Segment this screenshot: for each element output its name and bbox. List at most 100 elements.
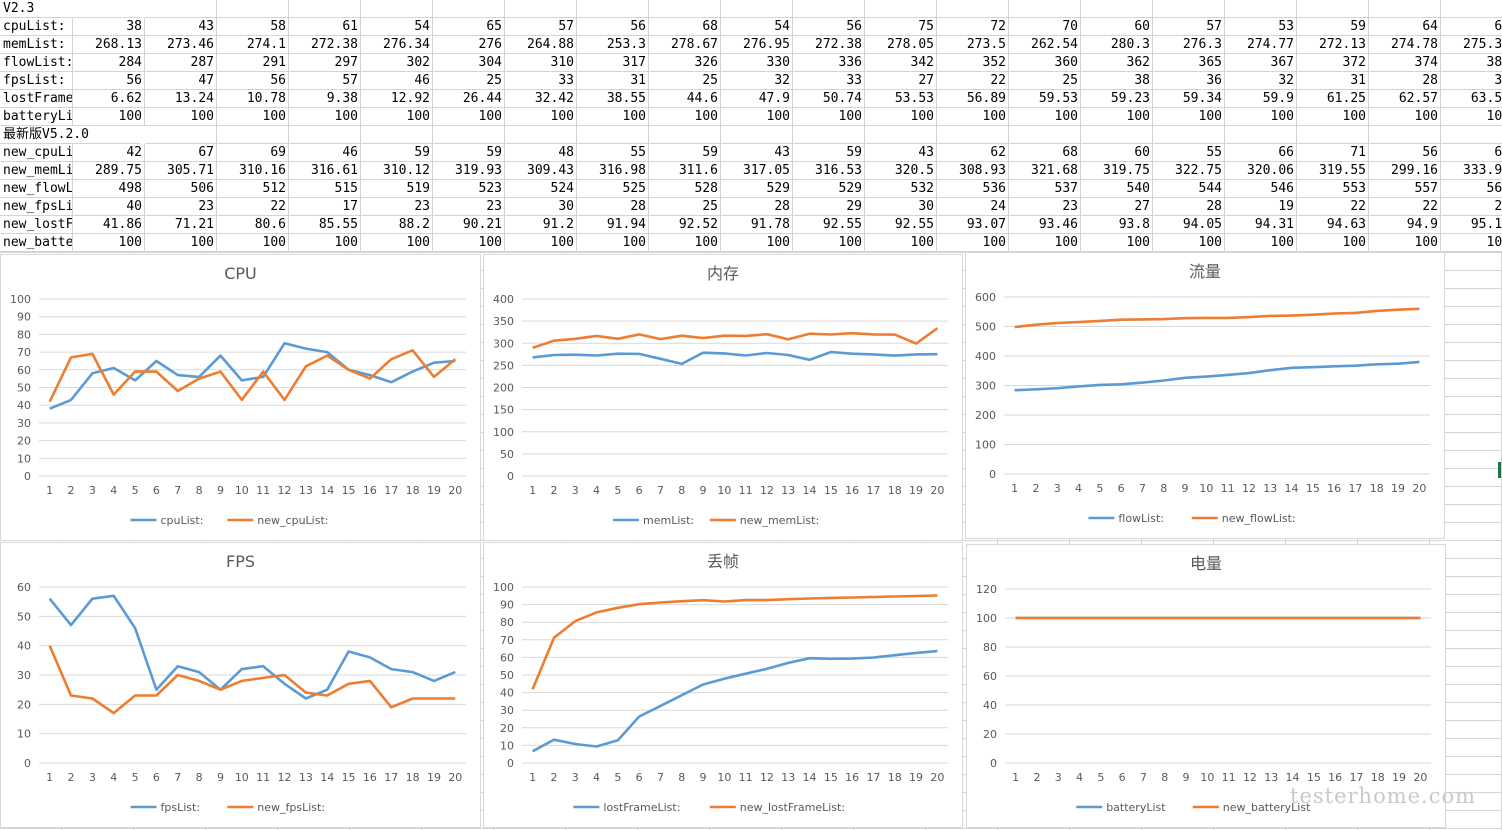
empty-cell[interactable] — [433, 126, 505, 144]
data-cell[interactable]: 100 — [217, 108, 289, 126]
data-cell[interactable]: 67 — [145, 144, 217, 162]
data-cell[interactable]: 57 — [289, 72, 361, 90]
data-cell[interactable]: 273.46 — [145, 36, 217, 54]
data-cell[interactable]: 32 — [1225, 72, 1297, 90]
empty-cell[interactable] — [1153, 126, 1225, 144]
data-cell[interactable]: 100 — [1009, 108, 1081, 126]
empty-cell[interactable] — [1225, 126, 1297, 144]
data-cell[interactable]: 272.38 — [793, 36, 865, 54]
data-cell[interactable]: 289.75 — [73, 162, 145, 180]
data-cell[interactable]: 100 — [505, 108, 577, 126]
data-cell[interactable]: 316.53 — [793, 162, 865, 180]
data-cell[interactable]: 56 — [217, 72, 289, 90]
data-cell[interactable]: 309.43 — [505, 162, 577, 180]
data-cell[interactable]: 22 — [217, 198, 289, 216]
data-cell[interactable]: 10.78 — [217, 90, 289, 108]
data-cell[interactable]: 100 — [1369, 108, 1441, 126]
empty-cell[interactable] — [1081, 126, 1153, 144]
data-cell[interactable]: 91.94 — [577, 216, 649, 234]
data-cell[interactable]: 47 — [145, 72, 217, 90]
data-cell[interactable]: 532 — [865, 180, 937, 198]
empty-cell[interactable] — [649, 0, 721, 18]
data-cell[interactable]: 95.15 — [1441, 216, 1502, 234]
data-cell[interactable]: 100 — [1297, 234, 1369, 252]
row-label-cell[interactable]: cpuList: — [0, 18, 73, 36]
data-cell[interactable]: 276 — [433, 36, 505, 54]
data-cell[interactable]: 46 — [361, 72, 433, 90]
empty-cell[interactable] — [361, 0, 433, 18]
data-cell[interactable]: 512 — [217, 180, 289, 198]
data-cell[interactable]: 100 — [721, 234, 793, 252]
chart-fps[interactable]: FPS 0 10 20 30 40 50 60 1 2 3 4 5 6 7 8 9 10 11 12 13 14 15 16 1… — [0, 542, 481, 828]
data-cell[interactable]: 22 — [1297, 198, 1369, 216]
data-cell[interactable]: 560 — [1441, 180, 1502, 198]
empty-cell[interactable] — [289, 0, 361, 18]
row-label-cell[interactable]: new_memLi — [0, 162, 73, 180]
data-cell[interactable]: 71.21 — [145, 216, 217, 234]
data-cell[interactable]: 515 — [289, 180, 361, 198]
data-cell[interactable]: 305.71 — [145, 162, 217, 180]
data-cell[interactable]: 13.24 — [145, 90, 217, 108]
data-cell[interactable]: 360 — [1009, 54, 1081, 72]
data-cell[interactable]: 38.55 — [577, 90, 649, 108]
data-cell[interactable]: 70 — [1009, 18, 1081, 36]
data-cell[interactable]: 278.05 — [865, 36, 937, 54]
data-cell[interactable]: 310.16 — [217, 162, 289, 180]
data-cell[interactable]: 27 — [1081, 198, 1153, 216]
data-cell[interactable]: 65 — [433, 18, 505, 36]
data-cell[interactable]: 68 — [1009, 144, 1081, 162]
chart-lost-frames[interactable]: 丢帧 0 10 20 30 40 50 60 70 80 90 100 1 2 3 4 5 6 7 8 9 10 11 12 1… — [483, 542, 963, 828]
data-cell[interactable]: 299.16 — [1369, 162, 1441, 180]
data-cell[interactable]: 100 — [145, 234, 217, 252]
data-cell[interactable]: 92.55 — [865, 216, 937, 234]
data-cell[interactable]: 333.99 — [1441, 162, 1502, 180]
data-cell[interactable]: 22 — [1369, 198, 1441, 216]
data-cell[interactable]: 540 — [1081, 180, 1153, 198]
data-cell[interactable]: 367 — [1225, 54, 1297, 72]
empty-cell[interactable] — [1009, 0, 1081, 18]
data-cell[interactable]: 100 — [937, 234, 1009, 252]
data-cell[interactable]: 88.2 — [361, 216, 433, 234]
data-cell[interactable]: 506 — [145, 180, 217, 198]
data-cell[interactable]: 80.6 — [217, 216, 289, 234]
row-label-cell[interactable]: new_fpsLi — [0, 198, 73, 216]
empty-cell[interactable] — [721, 0, 793, 18]
data-cell[interactable]: 319.55 — [1297, 162, 1369, 180]
chart-cpu[interactable]: CPU 0 10 20 30 40 50 60 70 80 90 100 1 2 3 4 5 6 7 8 9 10 11 12… — [0, 254, 481, 541]
data-cell[interactable]: 100 — [721, 108, 793, 126]
data-cell[interactable]: 9.38 — [289, 90, 361, 108]
data-cell[interactable]: 17 — [289, 198, 361, 216]
data-cell[interactable]: 100 — [433, 108, 505, 126]
empty-cell[interactable] — [217, 126, 289, 144]
empty-cell[interactable] — [1297, 0, 1369, 18]
section-title-cell[interactable]: V2.3 — [0, 0, 140, 18]
data-cell[interactable]: 36 — [1153, 72, 1225, 90]
empty-cell[interactable] — [145, 126, 217, 144]
data-cell[interactable]: 362 — [1081, 54, 1153, 72]
data-cell[interactable]: 12.92 — [361, 90, 433, 108]
data-cell[interactable]: 22 — [1441, 198, 1502, 216]
data-cell[interactable]: 278.67 — [649, 36, 721, 54]
data-cell[interactable]: 62.57 — [1369, 90, 1441, 108]
empty-cell[interactable] — [1297, 126, 1369, 144]
data-cell[interactable]: 274.1 — [217, 36, 289, 54]
data-cell[interactable]: 525 — [577, 180, 649, 198]
data-cell[interactable]: 100 — [433, 234, 505, 252]
empty-cell[interactable] — [793, 126, 865, 144]
data-cell[interactable]: 94.05 — [1153, 216, 1225, 234]
data-cell[interactable]: 100 — [289, 234, 361, 252]
data-cell[interactable]: 523 — [433, 180, 505, 198]
data-cell[interactable]: 537 — [1009, 180, 1081, 198]
data-cell[interactable]: 38 — [1081, 72, 1153, 90]
data-cell[interactable]: 27 — [865, 72, 937, 90]
data-cell[interactable]: 38 — [73, 18, 145, 36]
empty-cell[interactable] — [865, 126, 937, 144]
data-cell[interactable]: 54 — [721, 18, 793, 36]
data-cell[interactable]: 57 — [1153, 18, 1225, 36]
empty-cell[interactable] — [1441, 126, 1502, 144]
empty-cell[interactable] — [1369, 126, 1441, 144]
data-cell[interactable]: 91.2 — [505, 216, 577, 234]
empty-cell[interactable] — [1009, 126, 1081, 144]
data-cell[interactable]: 276.34 — [361, 36, 433, 54]
section-title-cell[interactable]: 最新版V5.2.0 — [0, 126, 140, 144]
